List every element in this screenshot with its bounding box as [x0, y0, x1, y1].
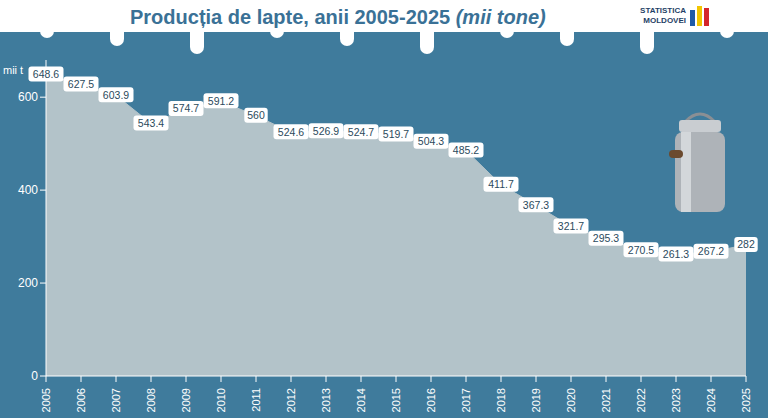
svg-text:2013: 2013	[320, 388, 332, 412]
svg-text:270.5: 270.5	[628, 244, 654, 256]
svg-text:267.2: 267.2	[698, 245, 724, 257]
svg-text:526.9: 526.9	[313, 125, 339, 137]
svg-text:411.7: 411.7	[488, 178, 514, 190]
svg-text:2020: 2020	[565, 388, 577, 412]
svg-text:295.3: 295.3	[593, 232, 619, 244]
svg-text:591.2: 591.2	[208, 95, 234, 107]
svg-text:2011: 2011	[250, 388, 262, 412]
svg-text:485.2: 485.2	[453, 144, 479, 156]
svg-text:2018: 2018	[495, 388, 507, 412]
svg-text:2008: 2008	[145, 388, 157, 412]
svg-text:2006: 2006	[75, 388, 87, 412]
svg-text:560: 560	[247, 109, 265, 121]
svg-text:648.6: 648.6	[33, 68, 59, 80]
svg-text:261.3: 261.3	[663, 248, 689, 260]
svg-text:200: 200	[18, 276, 38, 290]
svg-text:627.5: 627.5	[68, 78, 94, 90]
svg-text:2017: 2017	[460, 388, 472, 412]
svg-text:2021: 2021	[600, 388, 612, 412]
svg-text:0: 0	[31, 369, 38, 383]
svg-text:400: 400	[18, 183, 38, 197]
html-text:mii t: mii t	[3, 64, 24, 76]
html-text:Producția de lapte, anii 2005-: Producția de lapte, anii 2005-2025 (mii …	[130, 6, 546, 28]
svg-text:321.7: 321.7	[558, 220, 584, 232]
svg-text:543.4: 543.4	[138, 117, 164, 129]
svg-text:2025: 2025	[740, 388, 752, 412]
svg-text:2009: 2009	[180, 388, 192, 412]
svg-text:2010: 2010	[215, 388, 227, 412]
svg-text:367.3: 367.3	[523, 199, 549, 211]
svg-text:574.7: 574.7	[173, 102, 199, 114]
svg-text:2005: 2005	[40, 388, 52, 412]
svg-text:2022: 2022	[635, 388, 647, 412]
svg-text:2012: 2012	[285, 388, 297, 412]
svg-text:504.3: 504.3	[418, 135, 444, 147]
svg-text:282: 282	[737, 238, 755, 250]
svg-text:2019: 2019	[530, 388, 542, 412]
svg-text:2016: 2016	[425, 388, 437, 412]
svg-text:2014: 2014	[355, 388, 367, 412]
svg-text:2007: 2007	[110, 388, 122, 412]
html-text:MOLDOVEI: MOLDOVEI	[643, 16, 686, 25]
svg-text:600: 600	[18, 90, 38, 104]
svg-text:524.6: 524.6	[278, 126, 304, 138]
svg-text:519.7: 519.7	[383, 128, 409, 140]
html-text:STATISTICA: STATISTICA	[640, 6, 686, 15]
svg-text:2024: 2024	[705, 388, 717, 412]
svg-text:2023: 2023	[670, 388, 682, 412]
svg-text:524.7: 524.7	[348, 126, 374, 138]
svg-text:2015: 2015	[390, 388, 402, 412]
svg-text:603.9: 603.9	[103, 89, 129, 101]
